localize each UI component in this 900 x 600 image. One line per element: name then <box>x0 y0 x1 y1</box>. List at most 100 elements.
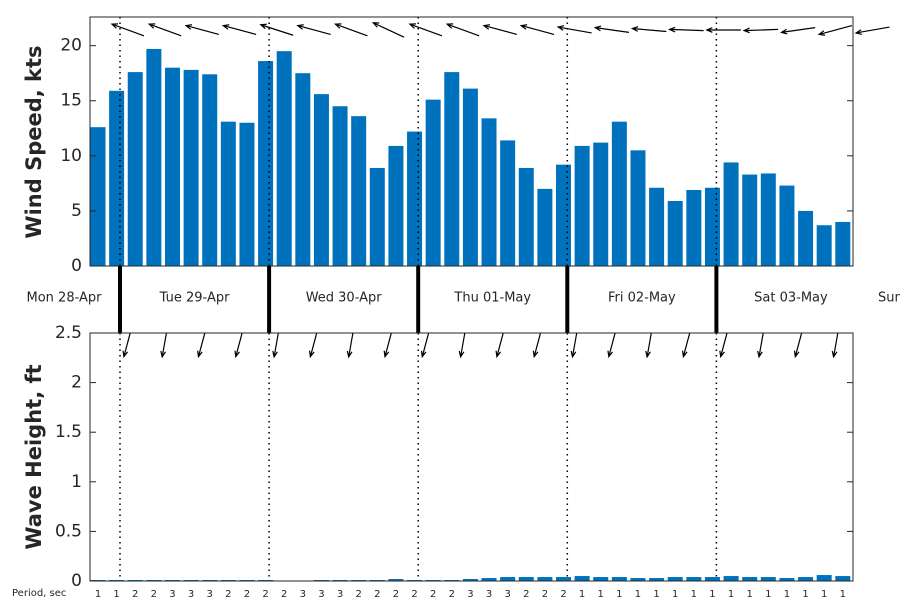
direction-arrow <box>742 27 779 34</box>
period-value: 2 <box>132 589 138 600</box>
y-tick-label: 10 <box>60 146 82 166</box>
direction-arrow <box>817 25 853 36</box>
day-label: Wed 30-Apr <box>306 291 383 306</box>
bar <box>183 69 199 267</box>
bar <box>537 577 553 581</box>
direction-arrow <box>556 25 592 34</box>
bar <box>164 67 180 266</box>
direction-arrow <box>308 333 318 359</box>
bar <box>760 577 776 581</box>
direction-arrow <box>259 23 294 36</box>
direction-arrow <box>197 333 206 359</box>
period-label: Period, sec <box>12 588 66 599</box>
direction-arrow <box>160 333 167 359</box>
bar <box>686 577 702 581</box>
period-value: 1 <box>635 589 641 600</box>
bar <box>407 131 423 266</box>
period-value: 3 <box>188 589 194 600</box>
y-tick-label: 20 <box>60 36 82 56</box>
bar <box>425 99 441 266</box>
bar <box>518 577 534 581</box>
y-tick-label: 1 <box>71 472 82 492</box>
bar <box>704 187 720 266</box>
bar <box>835 221 851 266</box>
day-label: Sun <box>878 291 900 306</box>
axes-box <box>89 332 854 582</box>
period-value: 3 <box>207 589 213 600</box>
direction-arrow <box>681 333 691 359</box>
bar <box>742 174 758 266</box>
direction-arrow <box>221 24 257 35</box>
plot-area <box>90 333 853 581</box>
period-value: 1 <box>672 589 678 600</box>
period-value: 3 <box>504 589 510 600</box>
bar <box>723 576 739 581</box>
bar <box>444 72 460 266</box>
bar <box>500 577 516 581</box>
direction-arrow <box>854 26 890 35</box>
bar <box>667 200 683 266</box>
period-value: 2 <box>393 589 399 600</box>
direction-arrow <box>445 23 480 37</box>
direction-arrow <box>458 333 466 359</box>
bar <box>723 162 739 266</box>
bar <box>593 577 609 581</box>
direction-arrow <box>371 22 405 38</box>
period-value: 2 <box>151 589 157 600</box>
bar <box>332 106 348 266</box>
period-value: 3 <box>318 589 324 600</box>
bar <box>760 173 776 266</box>
bar <box>127 72 143 266</box>
y-tick-label: 2 <box>71 373 82 393</box>
period-value: 1 <box>709 589 715 600</box>
direction-arrow <box>831 333 839 359</box>
bar <box>798 577 814 581</box>
period-value: 1 <box>616 589 622 600</box>
bar <box>686 189 702 266</box>
period-value: 2 <box>355 589 361 600</box>
direction-arrow <box>705 27 741 33</box>
direction-arrow <box>719 333 728 359</box>
period-value: 3 <box>337 589 343 600</box>
direction-arrow <box>793 333 803 359</box>
y-tick-label: 1.5 <box>55 422 82 442</box>
bar <box>835 576 851 581</box>
period-value: 1 <box>802 589 808 600</box>
y-axis-label: Wave Height, ft <box>22 364 46 549</box>
direction-arrow <box>408 23 443 37</box>
direction-arrow <box>383 333 392 359</box>
period-value: 3 <box>300 589 306 600</box>
direction-arrow <box>272 333 279 359</box>
day-label: Sat 03-May <box>754 291 828 306</box>
period-value: 2 <box>430 589 436 600</box>
direction-arrow <box>495 333 504 359</box>
period-value: 2 <box>523 589 529 600</box>
y-tick-label: 0.5 <box>55 521 82 541</box>
direction-arrow <box>110 23 145 37</box>
bar <box>611 121 627 266</box>
period-value: 1 <box>821 589 827 600</box>
bar <box>611 577 627 581</box>
day-label: Thu 01-May <box>453 291 531 306</box>
y-tick-label: 15 <box>60 91 82 111</box>
y-tick-label: 2.5 <box>55 323 82 343</box>
axes-box <box>89 16 854 267</box>
bar <box>556 164 571 266</box>
period-value: 1 <box>784 589 790 600</box>
bar <box>574 576 590 581</box>
bar <box>500 140 516 266</box>
bar <box>295 73 311 266</box>
direction-arrow <box>630 26 667 33</box>
bar <box>816 225 832 266</box>
period-value: 3 <box>169 589 175 600</box>
direction-arrow <box>122 333 131 359</box>
bar <box>518 167 534 266</box>
bar <box>90 127 106 266</box>
direction-arrow <box>147 23 182 37</box>
bar <box>202 74 218 266</box>
direction-arrow <box>645 333 652 359</box>
bar <box>258 61 274 266</box>
bar <box>462 88 478 266</box>
bar <box>630 578 646 581</box>
bar <box>146 48 162 267</box>
